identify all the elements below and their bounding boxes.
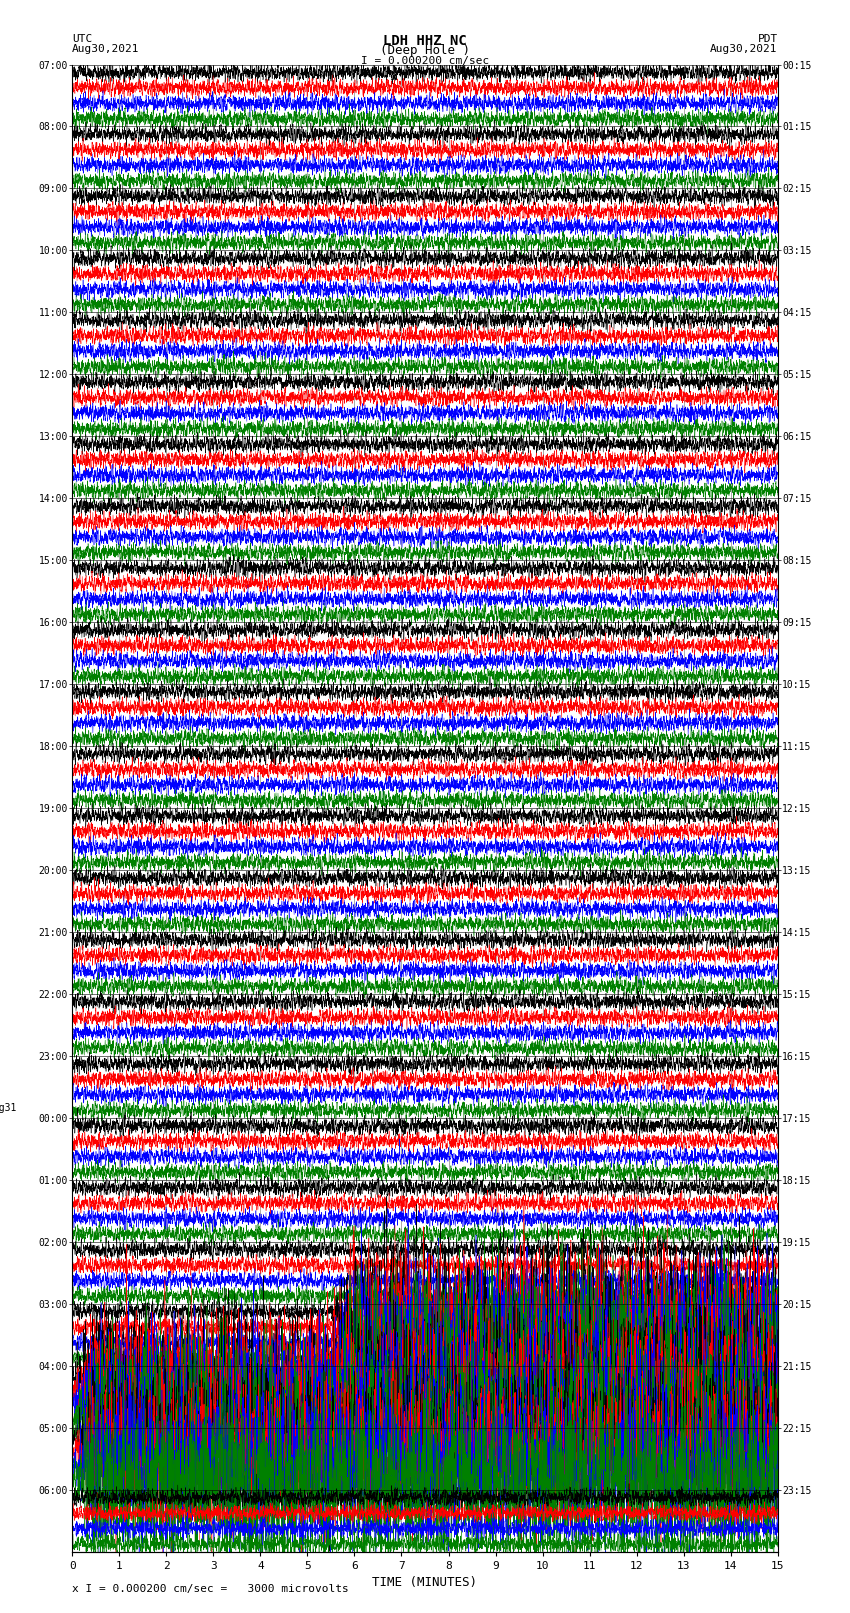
Text: Aug31: Aug31	[0, 1103, 17, 1113]
Text: Aug30,2021: Aug30,2021	[711, 44, 778, 53]
Text: PDT: PDT	[757, 34, 778, 44]
Text: LDH HHZ NC: LDH HHZ NC	[383, 34, 467, 48]
Text: x I = 0.000200 cm/sec =   3000 microvolts: x I = 0.000200 cm/sec = 3000 microvolts	[72, 1584, 349, 1594]
Text: Aug30,2021: Aug30,2021	[72, 44, 139, 53]
Text: UTC: UTC	[72, 34, 93, 44]
Text: I = 0.000200 cm/sec: I = 0.000200 cm/sec	[361, 56, 489, 66]
X-axis label: TIME (MINUTES): TIME (MINUTES)	[372, 1576, 478, 1589]
Text: (Deep Hole ): (Deep Hole )	[380, 44, 470, 56]
